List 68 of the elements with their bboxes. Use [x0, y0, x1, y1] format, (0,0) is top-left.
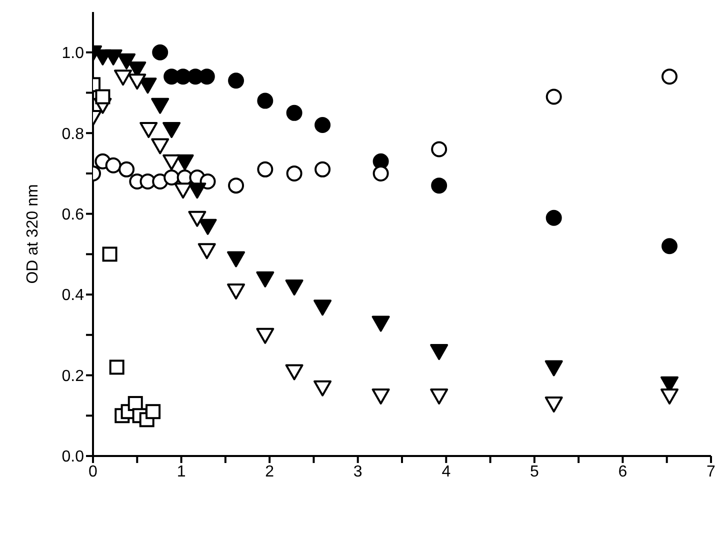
point: [544, 360, 563, 376]
point: [227, 251, 246, 268]
point: [431, 178, 448, 194]
point: [228, 178, 244, 194]
point: [285, 364, 304, 380]
point: [257, 92, 274, 109]
point: [118, 53, 136, 70]
point: [546, 88, 562, 105]
point: [227, 284, 246, 300]
y-tick-label: 0.0: [62, 448, 84, 466]
x-tick-label: 6: [618, 463, 628, 480]
point: [257, 161, 274, 178]
point: [188, 182, 206, 199]
x-tick-label: 4: [442, 463, 451, 480]
point: [662, 68, 678, 85]
point: [188, 210, 206, 227]
point: [146, 404, 161, 420]
point: [662, 238, 678, 254]
point: [109, 360, 124, 375]
point: [140, 122, 158, 138]
point: [286, 104, 302, 121]
point: [285, 279, 304, 296]
point: [162, 122, 181, 138]
point: [176, 154, 194, 170]
point: [314, 161, 331, 178]
point: [228, 72, 244, 89]
y-tick-label: 0.8: [62, 126, 84, 143]
point: [544, 396, 563, 413]
point: [546, 210, 562, 226]
point: [104, 49, 122, 66]
point: [164, 169, 180, 186]
point: [198, 243, 216, 260]
point: [128, 74, 146, 90]
x-tick-label: 2: [265, 463, 274, 480]
x-tick-label: 0: [88, 463, 98, 480]
y-axis-title: OD at 320 nm: [24, 184, 42, 284]
point: [162, 154, 181, 170]
point: [174, 182, 192, 199]
point: [151, 138, 170, 154]
point: [372, 165, 389, 182]
point: [152, 44, 168, 60]
point: [430, 344, 448, 360]
point: [430, 388, 448, 404]
point: [314, 380, 332, 396]
x-tick-label: 3: [353, 463, 362, 480]
point: [95, 89, 110, 104]
point: [151, 98, 170, 114]
point: [314, 117, 331, 134]
point: [102, 246, 118, 262]
x-tick-label: 5: [530, 463, 539, 480]
point: [198, 218, 217, 235]
point: [105, 157, 122, 174]
y-tick-label: 0.4: [62, 287, 84, 304]
x-tick-label: 7: [706, 463, 716, 480]
point: [118, 161, 135, 178]
point: [372, 316, 390, 332]
point: [256, 271, 274, 288]
x-tick-label: 1: [176, 463, 186, 480]
point: [314, 300, 332, 316]
point: [256, 328, 274, 344]
y-tick-label: 1.0: [62, 45, 84, 62]
point: [372, 388, 390, 404]
point: [660, 388, 679, 404]
point: [431, 141, 448, 158]
point: [286, 165, 302, 182]
y-tick-label: 0.2: [62, 368, 84, 385]
y-tick-label: 0.6: [62, 206, 84, 224]
point: [114, 70, 132, 86]
